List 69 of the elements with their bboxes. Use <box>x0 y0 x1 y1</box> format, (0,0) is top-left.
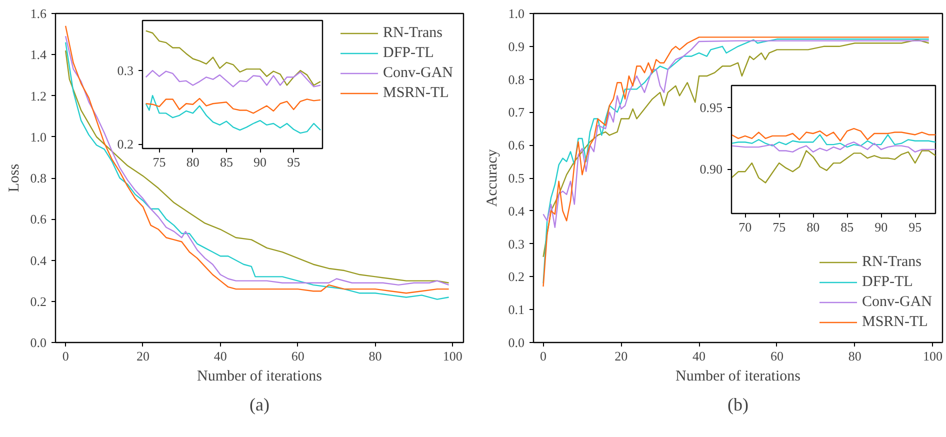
x-tick-label: 80 <box>186 154 200 170</box>
line-series <box>145 98 322 114</box>
y-tick-label: 0.3 <box>508 236 524 252</box>
legend-label: RN-Trans <box>862 253 922 271</box>
legend-label: Conv-GAN <box>383 64 453 82</box>
x-tick-label: 85 <box>220 154 233 170</box>
x-axis-title: Number of iterations <box>676 368 801 384</box>
y-axis-title: Accuracy <box>484 148 500 207</box>
x-tick-label: 75 <box>772 220 786 234</box>
y-tick-label: 0.6 <box>508 138 525 153</box>
legend-label: DFP-TL <box>383 44 434 62</box>
legend-label: DFP-TL <box>862 273 913 291</box>
y-axis-title: Loss <box>6 164 22 192</box>
legend-label: Conv-GAN <box>862 293 932 311</box>
text: (a) <box>250 394 270 414</box>
x-tick-label: 95 <box>287 154 300 170</box>
x-tick-label: 40 <box>214 348 227 364</box>
y-tick-label: 1.0 <box>508 6 524 21</box>
text: (b) <box>728 394 749 414</box>
y-tick-label: 0.95 <box>700 100 722 116</box>
legend-label: MSRN-TL <box>383 84 449 102</box>
y-tick-label: 0.1 <box>508 302 524 318</box>
x-tick-label: 60 <box>770 348 784 364</box>
line-series <box>732 134 936 148</box>
y-tick-label: 0.2 <box>30 294 46 309</box>
y-tick-label: 0.4 <box>30 252 47 268</box>
x-tick-label: 0 <box>540 348 546 364</box>
x-tick-label: 100 <box>923 348 943 364</box>
x-tick-label: 70 <box>738 220 752 234</box>
x-tick-label: 85 <box>840 220 854 234</box>
y-tick-label: 0.8 <box>30 170 46 186</box>
x-tick-label: 60 <box>291 348 304 364</box>
x-tick-label: 80 <box>806 220 820 234</box>
x-tick-label: 20 <box>614 348 628 364</box>
y-tick-label: 0.2 <box>508 269 524 284</box>
y-tick-label: 1.2 <box>30 88 46 104</box>
legend-label: MSRN-TL <box>862 313 928 331</box>
x-tick-label: 80 <box>368 348 382 364</box>
y-tick-label: 0.3 <box>117 63 134 78</box>
x-tick-label: 90 <box>254 154 267 170</box>
line-series <box>732 150 936 184</box>
x-tick-label: 90 <box>874 220 888 234</box>
y-tick-label: 0.7 <box>508 104 525 120</box>
y-tick-label: 0.9 <box>508 38 524 54</box>
y-tick-label: 0.5 <box>508 170 524 186</box>
x-tick-label: 40 <box>692 348 706 364</box>
y-tick-label: 1.0 <box>30 129 46 144</box>
x-tick-label: 80 <box>848 348 862 364</box>
y-tick-label: 1.4 <box>30 47 47 62</box>
x-tick-label: 95 <box>908 220 922 234</box>
y-tick-label: 0.0 <box>508 335 524 350</box>
line-series <box>145 30 322 86</box>
legend-label: RN-Trans <box>383 24 442 42</box>
y-tick-label: 0.2 <box>117 136 134 152</box>
y-tick-label: 0.4 <box>508 203 525 218</box>
x-axis-title: Number of iterations <box>197 368 322 384</box>
line-series <box>732 128 936 142</box>
y-tick-label: 0.90 <box>700 162 722 177</box>
line-series <box>145 70 322 88</box>
x-tick-label: 0 <box>62 348 69 364</box>
y-tick-label: 1.6 <box>30 6 47 21</box>
x-tick-label: 75 <box>152 154 166 170</box>
y-tick-label: 0.0 <box>30 335 46 350</box>
x-tick-label: 100 <box>442 348 462 364</box>
y-tick-label: 0.8 <box>508 72 524 87</box>
line-series <box>732 142 936 153</box>
y-tick-label: 0.6 <box>30 212 47 227</box>
line-series <box>145 94 322 134</box>
x-tick-label: 20 <box>136 348 150 364</box>
